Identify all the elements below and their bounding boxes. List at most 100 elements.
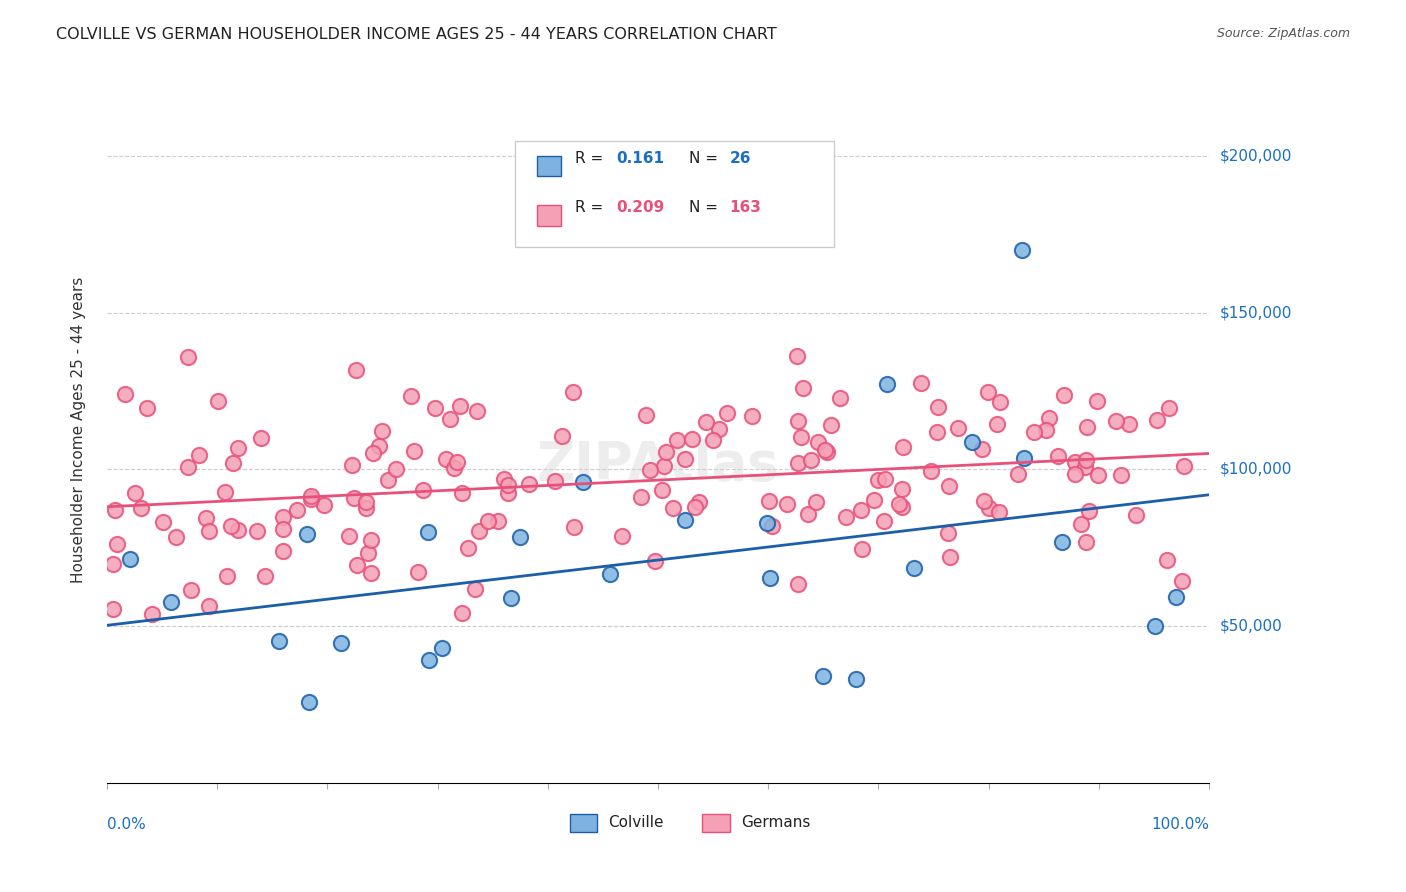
Point [246, 524, 269, 538]
Point [439, 411, 461, 425]
Point [807, 434, 830, 449]
Point [681, 432, 703, 446]
Point [758, 571, 780, 585]
Point [638, 463, 661, 477]
Point [655, 445, 678, 459]
Point [496, 477, 519, 491]
Point [800, 453, 823, 467]
Point [356, 501, 378, 516]
Text: 26: 26 [730, 151, 751, 166]
Point [644, 554, 666, 568]
Point [986, 417, 1008, 431]
Point [652, 458, 675, 473]
Point [1053, 388, 1076, 402]
Y-axis label: Householder Income Ages 25 - 44 years: Householder Income Ages 25 - 44 years [72, 277, 86, 583]
Point [1073, 460, 1095, 475]
Point [457, 541, 479, 556]
Point [673, 451, 696, 466]
FancyBboxPatch shape [537, 156, 561, 177]
Point [517, 476, 540, 491]
Point [1078, 504, 1101, 518]
Point [197, 599, 219, 613]
Point [1125, 508, 1147, 523]
Point [562, 520, 585, 534]
Point [285, 502, 308, 516]
Point [891, 440, 914, 454]
Point [972, 442, 994, 456]
Point [786, 349, 808, 363]
Point [891, 482, 914, 496]
Point [716, 406, 738, 420]
Point [330, 636, 353, 650]
Text: COLVILLE VS GERMAN HOUSEHOLDER INCOME AGES 25 - 44 YEARS CORRELATION CHART: COLVILLE VS GERMAN HOUSEHOLDER INCOME AG… [56, 27, 778, 42]
Point [361, 446, 384, 460]
Point [1050, 535, 1073, 549]
Point [1105, 414, 1128, 428]
Point [741, 409, 763, 424]
Point [1146, 413, 1168, 427]
Point [1164, 590, 1187, 604]
Point [180, 583, 202, 598]
Point [267, 633, 290, 648]
Text: $150,000: $150,000 [1220, 305, 1292, 320]
Point [820, 418, 842, 433]
Point [385, 462, 408, 476]
Point [903, 561, 925, 575]
Text: N =: N = [689, 201, 723, 215]
Point [938, 550, 960, 565]
Point [1064, 455, 1087, 469]
Point [432, 640, 454, 655]
Point [709, 422, 731, 436]
Point [357, 545, 380, 559]
Point [105, 537, 128, 551]
Text: 163: 163 [730, 201, 762, 215]
Point [787, 456, 810, 470]
Point [804, 494, 827, 508]
Point [298, 695, 321, 709]
Text: Germans: Germans [741, 815, 810, 830]
Point [1035, 423, 1057, 437]
Point [226, 441, 249, 455]
Point [813, 443, 835, 458]
Point [551, 429, 574, 443]
Text: $200,000: $200,000 [1220, 148, 1292, 163]
Point [339, 529, 361, 543]
Point [630, 490, 652, 504]
Point [368, 439, 391, 453]
Point [499, 591, 522, 605]
Point [449, 399, 471, 413]
Point [875, 472, 897, 486]
Point [634, 408, 657, 422]
Point [1171, 574, 1194, 588]
Point [217, 569, 239, 583]
Point [177, 350, 200, 364]
Point [207, 394, 229, 409]
Text: ZIPAtlas: ZIPAtlas [537, 440, 779, 491]
Point [815, 445, 838, 459]
Point [758, 494, 780, 508]
Point [688, 495, 710, 509]
Point [464, 582, 486, 597]
Point [118, 551, 141, 566]
Point [219, 518, 242, 533]
Point [1085, 393, 1108, 408]
Text: 100.0%: 100.0% [1152, 817, 1209, 832]
Point [450, 485, 472, 500]
Point [1087, 468, 1109, 483]
Point [486, 514, 509, 528]
Point [312, 498, 335, 512]
Point [1011, 243, 1033, 257]
Point [920, 463, 942, 477]
Point [925, 425, 948, 439]
Point [477, 514, 499, 528]
Point [666, 433, 689, 447]
Point [1063, 467, 1085, 482]
Point [845, 672, 868, 686]
Point [399, 389, 422, 403]
Point [101, 557, 124, 571]
Point [1046, 449, 1069, 463]
Point [412, 483, 434, 497]
Point [910, 376, 932, 390]
Point [273, 510, 295, 524]
Text: $100,000: $100,000 [1220, 462, 1292, 476]
